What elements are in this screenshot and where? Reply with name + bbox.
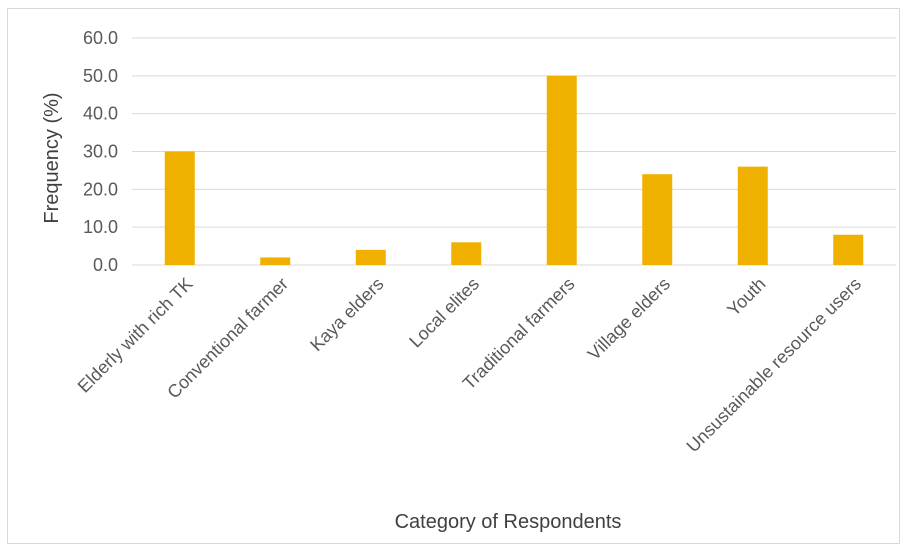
y-tick-label: 10.0 (83, 217, 118, 237)
y-tick-label: 20.0 (83, 179, 118, 199)
bar (355, 249, 386, 265)
gridlines (132, 37, 896, 266)
x-tick-label: Youth (723, 274, 769, 320)
bar (737, 166, 768, 265)
x-tick-label: Local elites (405, 274, 483, 352)
chart-frame (7, 8, 900, 544)
bar (833, 234, 864, 265)
bar (546, 75, 577, 265)
y-tick-label: 50.0 (83, 66, 118, 86)
y-tick-label: 40.0 (83, 104, 118, 124)
x-tick-label: Village elders (584, 274, 674, 364)
y-tick-label: 0.0 (93, 255, 118, 275)
y-tick-labels: 0.0 10.0 20.0 30.0 40.0 50.0 60.0 (83, 28, 118, 275)
x-tick-label: Unsustainable resource users (683, 274, 866, 457)
bar (164, 151, 195, 265)
x-axis-title: Category of Respondents (395, 511, 622, 533)
bar (451, 242, 482, 265)
bar (260, 257, 291, 265)
bar (642, 174, 673, 265)
bars (164, 75, 864, 265)
y-tick-label: 30.0 (83, 142, 118, 162)
y-axis-title: Frequency (%) (41, 92, 63, 223)
x-tick-label: Kaya elders (306, 274, 387, 355)
y-tick-label: 60.0 (83, 28, 118, 48)
